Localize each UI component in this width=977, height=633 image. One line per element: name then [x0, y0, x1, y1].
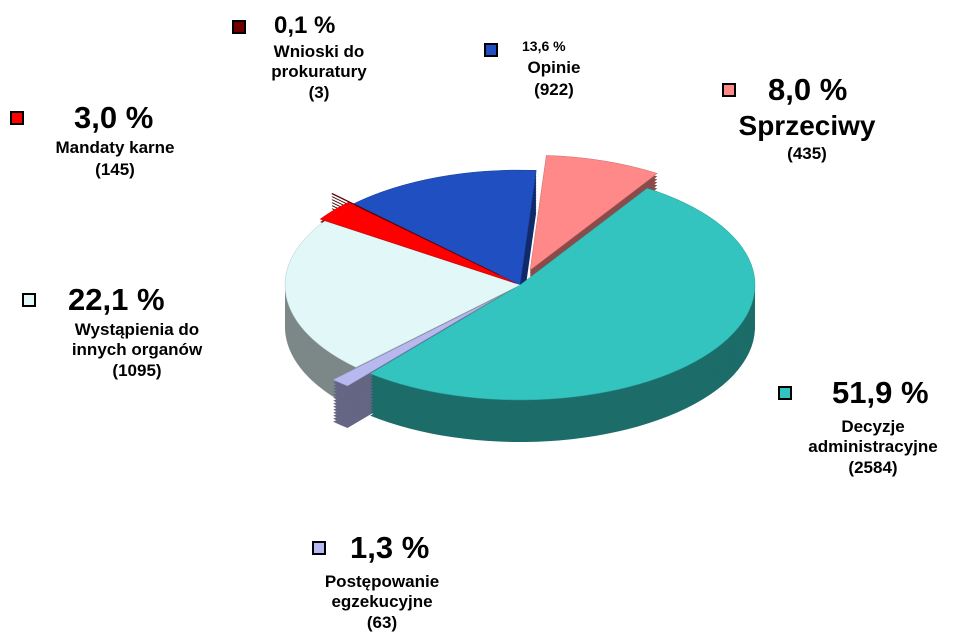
category-label: Mandaty karne — [55, 138, 175, 157]
value-label: 51,9 % — [832, 375, 929, 410]
category-label: Sprzeciwy — [738, 110, 876, 141]
count-label: (2584) — [848, 458, 898, 477]
count-label: (145) — [95, 160, 135, 179]
category-label: Wystąpienia do innych organów — [71, 320, 203, 359]
category-label: Wnioski do prokuratury — [271, 42, 367, 81]
category-label: Postępowanie egzekucyjne — [324, 572, 440, 611]
legend-swatch — [22, 292, 36, 307]
legend-swatch — [312, 540, 326, 555]
slice — [353, 169, 537, 286]
chart — [284, 155, 756, 442]
value-label: 3,0 % — [74, 100, 154, 135]
value-label: 0,1 % — [274, 12, 336, 39]
slice — [529, 155, 658, 271]
count-label: (922) — [534, 80, 574, 99]
category-label: Opinie — [527, 58, 581, 77]
slice — [332, 297, 498, 387]
count-label: (435) — [787, 144, 827, 163]
value-label: 13,6 % — [522, 38, 566, 54]
slice — [369, 188, 756, 401]
count-label: (3) — [308, 83, 330, 102]
slice — [330, 193, 499, 275]
legend-swatch — [484, 42, 498, 57]
slice — [319, 202, 516, 284]
legend-swatch — [722, 82, 736, 97]
value-label: 22,1 % — [68, 282, 165, 317]
legend-swatch — [778, 385, 792, 400]
value-label: 8,0 % — [768, 72, 848, 107]
legend-swatch — [232, 20, 246, 35]
count-label: (63) — [366, 613, 398, 632]
legend-swatch — [10, 110, 24, 125]
slice — [284, 220, 521, 368]
page: {"chart_data": {"type": "pie", "categori… — [10, 12, 938, 632]
category-label: Decyzje administracyjne — [808, 417, 938, 456]
value-label: 1,3 % — [350, 530, 430, 565]
count-label: (1095) — [112, 361, 162, 380]
